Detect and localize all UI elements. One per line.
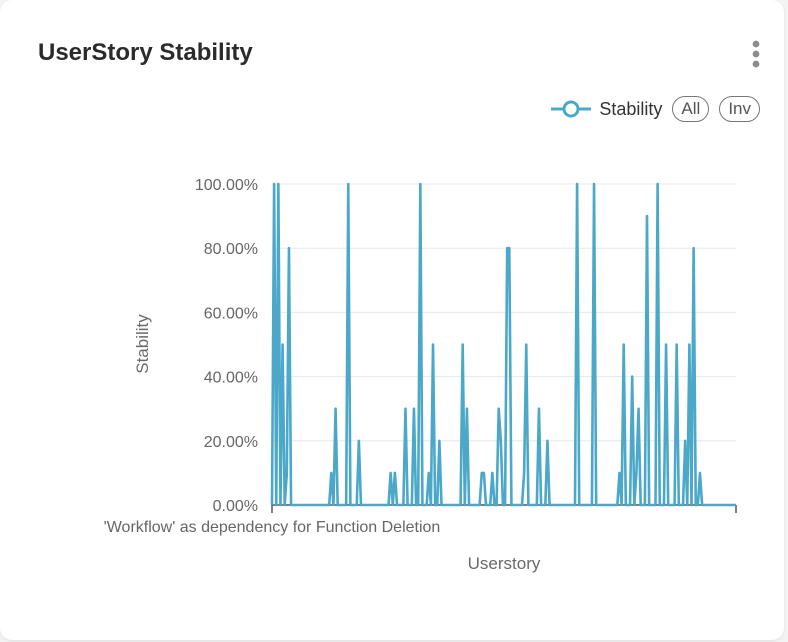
legend-series-label: Stability bbox=[599, 98, 663, 119]
legend-item-stability[interactable]: Stability bbox=[551, 99, 662, 120]
y-tick-label: 20.00% bbox=[204, 434, 258, 451]
chart-legend: Stability All Inv bbox=[551, 96, 760, 122]
y-tick-label: 60.00% bbox=[204, 305, 258, 322]
x-category-label: 'Workflow' as dependency for Function De… bbox=[104, 519, 441, 536]
y-axis-ticks: 0.00% 20.00% 40.00% 60.00% 80.00% 100.00% bbox=[195, 177, 258, 515]
legend-all-button[interactable]: All bbox=[672, 96, 710, 122]
legend-inv-button[interactable]: Inv bbox=[719, 96, 760, 122]
legend-line-marker-icon bbox=[551, 100, 592, 118]
y-tick-label: 0.00% bbox=[213, 498, 258, 515]
series-line-stability bbox=[270, 182, 736, 507]
card-title: UserStory Stability bbox=[38, 39, 253, 66]
y-tick-label: 80.00% bbox=[204, 241, 258, 258]
y-tick-label: 100.00% bbox=[195, 177, 258, 194]
y-axis-title: Stability bbox=[133, 314, 152, 374]
x-axis-title: Userstory bbox=[468, 554, 541, 573]
more-vertical-icon bbox=[752, 40, 760, 68]
y-tick-label: 40.00% bbox=[204, 370, 258, 387]
more-options-button[interactable] bbox=[744, 38, 768, 72]
